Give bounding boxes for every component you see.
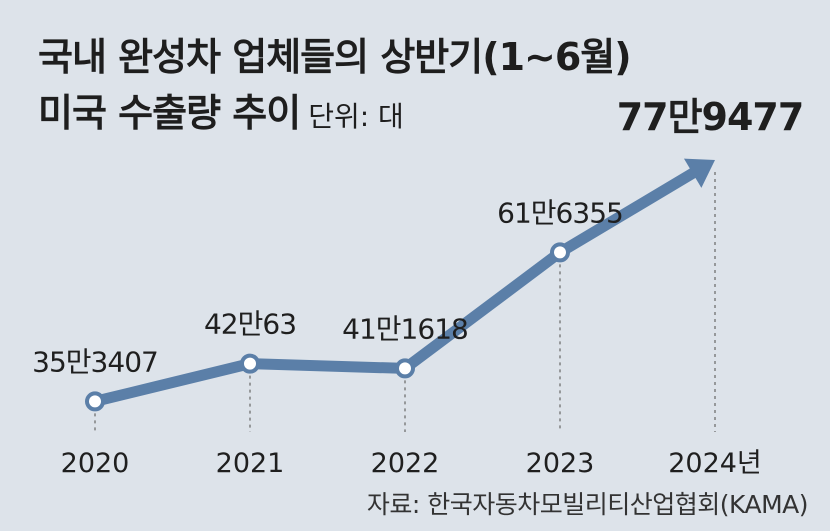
arrow-head: [683, 158, 715, 188]
x-tick-label: 2024년: [668, 448, 762, 479]
source-note: 자료: 한국자동차모빌리티산업협회(KAMA): [366, 490, 809, 519]
data-points: [85, 242, 570, 412]
title-line-1: 국내 완성차 업체들의 상반기(1∼6월): [38, 35, 632, 79]
x-tick-label: 2020: [61, 448, 130, 479]
data-point: [395, 358, 415, 379]
x-tick-label: 2023: [526, 448, 595, 479]
chart-title: 국내 완성차 업체들의 상반기(1∼6월): [38, 26, 632, 81]
data-point: [550, 242, 570, 263]
x-tick-label: 2021: [216, 448, 285, 479]
data-label: 61만6355: [497, 196, 623, 229]
data-point: [85, 391, 105, 412]
chart-subtitle: 미국 수출량 추이 단위: 대: [38, 82, 404, 137]
data-label: 77만9477: [617, 95, 804, 139]
guide-lines: [94, 171, 716, 432]
x-tick-label: 2022: [371, 448, 440, 479]
data-label: 35만3407: [32, 345, 158, 378]
data-point: [240, 353, 260, 374]
title-line-2: 미국 수출량 추이: [38, 91, 301, 135]
data-labels: 35만3407 42만63 41만1618 61만6355 77만9477: [32, 95, 804, 378]
data-label: 41만1618: [342, 312, 468, 345]
x-axis-ticks: 2020 2021 2022 2023 2024년: [61, 448, 762, 479]
data-label: 42만63: [204, 308, 296, 341]
unit-label: 단위: 대: [308, 100, 404, 133]
